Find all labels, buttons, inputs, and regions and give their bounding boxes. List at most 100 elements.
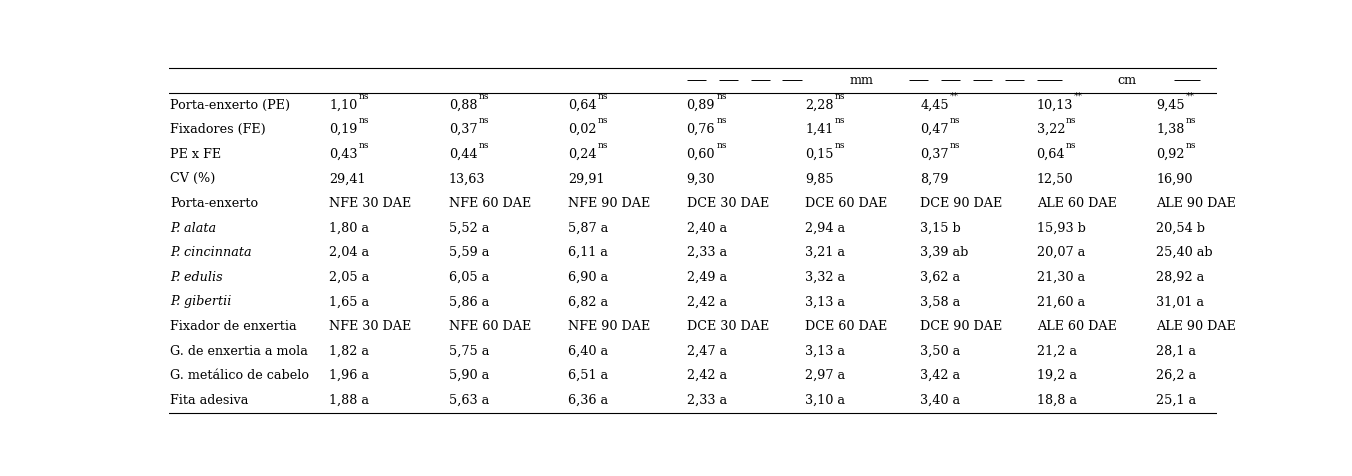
Text: 29,91: 29,91: [568, 172, 604, 185]
Text: ns: ns: [479, 117, 489, 126]
Text: Porta-enxerto (PE): Porta-enxerto (PE): [170, 99, 291, 111]
Text: ALE 90 DAE: ALE 90 DAE: [1156, 320, 1236, 333]
Text: 3,22: 3,22: [1037, 123, 1065, 136]
Text: 6,82 a: 6,82 a: [568, 296, 608, 308]
Text: 3,21 a: 3,21 a: [804, 246, 845, 259]
Text: 0,92: 0,92: [1156, 148, 1184, 161]
Text: 21,60 a: 21,60 a: [1037, 296, 1084, 308]
Text: 29,41: 29,41: [330, 172, 366, 185]
Text: 0,19: 0,19: [330, 123, 358, 136]
Text: 25,1 a: 25,1 a: [1156, 394, 1197, 407]
Text: 0,02: 0,02: [568, 123, 596, 136]
Text: 2,33 a: 2,33 a: [687, 246, 727, 259]
Text: NFE 60 DAE: NFE 60 DAE: [449, 320, 531, 333]
Text: **: **: [950, 92, 959, 101]
Text: 18,8 a: 18,8 a: [1037, 394, 1076, 407]
Text: ns: ns: [717, 141, 726, 150]
Text: 13,63: 13,63: [449, 172, 485, 185]
Text: 19,2 a: 19,2 a: [1037, 369, 1076, 382]
Text: 4,45: 4,45: [921, 99, 949, 111]
Text: P. gibertii: P. gibertii: [170, 296, 231, 308]
Text: 3,15 b: 3,15 b: [921, 221, 961, 235]
Text: 0,89: 0,89: [687, 99, 715, 111]
Text: NFE 90 DAE: NFE 90 DAE: [568, 197, 650, 210]
Text: 26,2 a: 26,2 a: [1156, 369, 1197, 382]
Text: 3,39 ab: 3,39 ab: [921, 246, 968, 259]
Text: 1,96 a: 1,96 a: [330, 369, 369, 382]
Text: 0,37: 0,37: [921, 148, 949, 161]
Text: ns: ns: [950, 141, 960, 150]
Text: 2,04 a: 2,04 a: [330, 246, 369, 259]
Text: 12,50: 12,50: [1037, 172, 1073, 185]
Text: CV (%): CV (%): [170, 172, 215, 185]
Text: ns: ns: [834, 92, 845, 101]
Text: **: **: [1073, 92, 1083, 101]
Text: 28,1 a: 28,1 a: [1156, 345, 1197, 357]
Text: 3,32 a: 3,32 a: [804, 271, 845, 284]
Text: ns: ns: [358, 92, 369, 101]
Text: cm: cm: [1117, 74, 1136, 87]
Text: 15,93 b: 15,93 b: [1037, 221, 1086, 235]
Text: 5,90 a: 5,90 a: [449, 369, 489, 382]
Text: DCE 60 DAE: DCE 60 DAE: [804, 320, 887, 333]
Text: ns: ns: [717, 117, 726, 126]
Text: ALE 60 DAE: ALE 60 DAE: [1037, 320, 1117, 333]
Text: 1,82 a: 1,82 a: [330, 345, 369, 357]
Text: 3,13 a: 3,13 a: [804, 296, 845, 308]
Text: DCE 30 DAE: DCE 30 DAE: [687, 197, 769, 210]
Text: 0,15: 0,15: [804, 148, 834, 161]
Text: 3,62 a: 3,62 a: [921, 271, 960, 284]
Text: 2,40 a: 2,40 a: [687, 221, 727, 235]
Text: 16,90: 16,90: [1156, 172, 1192, 185]
Text: 20,54 b: 20,54 b: [1156, 221, 1205, 235]
Text: P. cincinnata: P. cincinnata: [170, 246, 251, 259]
Text: 0,64: 0,64: [568, 99, 596, 111]
Text: ns: ns: [479, 92, 489, 101]
Text: 10,13: 10,13: [1037, 99, 1073, 111]
Text: NFE 30 DAE: NFE 30 DAE: [330, 320, 411, 333]
Text: 0,88: 0,88: [449, 99, 477, 111]
Text: 5,63 a: 5,63 a: [449, 394, 489, 407]
Text: 25,40 ab: 25,40 ab: [1156, 246, 1213, 259]
Text: 2,42 a: 2,42 a: [687, 369, 727, 382]
Text: ns: ns: [1186, 141, 1197, 150]
Text: 5,59 a: 5,59 a: [449, 246, 489, 259]
Text: 2,42 a: 2,42 a: [687, 296, 727, 308]
Text: 28,92 a: 28,92 a: [1156, 271, 1205, 284]
Text: **: **: [1186, 92, 1195, 101]
Text: 3,58 a: 3,58 a: [921, 296, 960, 308]
Text: ns: ns: [1067, 141, 1076, 150]
Text: 5,75 a: 5,75 a: [449, 345, 489, 357]
Text: 1,10: 1,10: [330, 99, 357, 111]
Text: 21,30 a: 21,30 a: [1037, 271, 1084, 284]
Text: 0,60: 0,60: [687, 148, 715, 161]
Text: 6,11 a: 6,11 a: [568, 246, 608, 259]
Text: Fita adesiva: Fita adesiva: [170, 394, 249, 407]
Text: 31,01 a: 31,01 a: [1156, 296, 1205, 308]
Text: 6,36 a: 6,36 a: [568, 394, 608, 407]
Text: 6,05 a: 6,05 a: [449, 271, 489, 284]
Text: Porta-enxerto: Porta-enxerto: [170, 197, 258, 210]
Text: 0,43: 0,43: [330, 148, 358, 161]
Text: ns: ns: [1067, 117, 1076, 126]
Text: 0,37: 0,37: [449, 123, 477, 136]
Text: 0,44: 0,44: [449, 148, 477, 161]
Text: 2,05 a: 2,05 a: [330, 271, 369, 284]
Text: 5,87 a: 5,87 a: [568, 221, 608, 235]
Text: ns: ns: [358, 117, 369, 126]
Text: G. metálico de cabelo: G. metálico de cabelo: [170, 369, 310, 382]
Text: 5,52 a: 5,52 a: [449, 221, 489, 235]
Text: PE x FE: PE x FE: [170, 148, 222, 161]
Text: 2,47 a: 2,47 a: [687, 345, 727, 357]
Text: ALE 60 DAE: ALE 60 DAE: [1037, 197, 1117, 210]
Text: 6,40 a: 6,40 a: [568, 345, 608, 357]
Text: ns: ns: [717, 92, 726, 101]
Text: DCE 30 DAE: DCE 30 DAE: [687, 320, 769, 333]
Text: NFE 60 DAE: NFE 60 DAE: [449, 197, 531, 210]
Text: ns: ns: [358, 141, 369, 150]
Text: 1,80 a: 1,80 a: [330, 221, 369, 235]
Text: 20,07 a: 20,07 a: [1037, 246, 1084, 259]
Text: 6,51 a: 6,51 a: [568, 369, 608, 382]
Text: 2,94 a: 2,94 a: [804, 221, 845, 235]
Text: DCE 60 DAE: DCE 60 DAE: [804, 197, 887, 210]
